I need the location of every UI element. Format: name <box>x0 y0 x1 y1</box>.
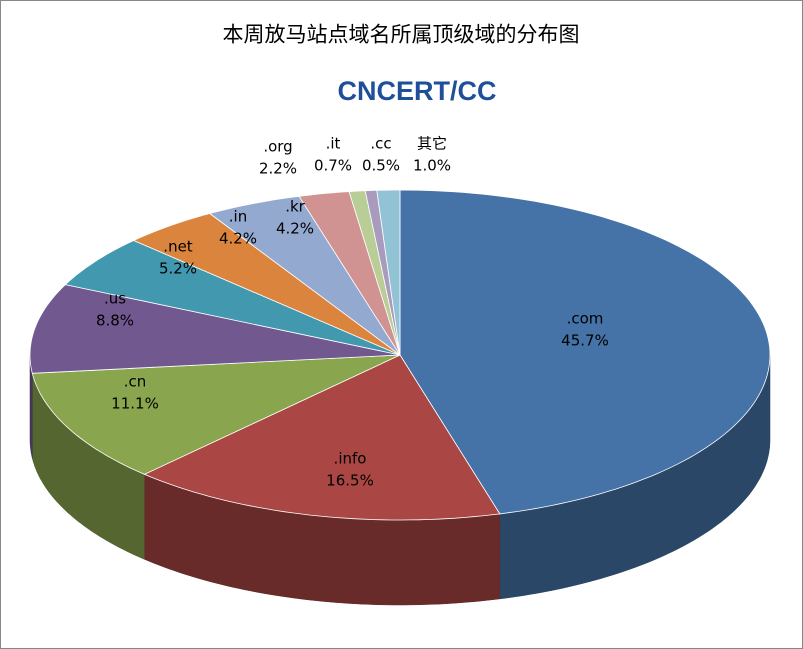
slice <box>376 189 401 356</box>
value-label: 16.5% <box>326 472 374 490</box>
slice-label: .kr <box>285 198 305 216</box>
slice-label: .cn <box>124 373 147 391</box>
slice-label: .com <box>567 310 604 328</box>
chart-title: 本周放马站点域名所属顶级域的分布图 <box>223 23 580 47</box>
slice <box>132 213 401 356</box>
value-label: 45.7% <box>561 332 609 350</box>
value-label: 4.2% <box>219 230 257 248</box>
slice-label: .us <box>104 290 126 308</box>
slice-label: .info <box>334 450 367 468</box>
value-label: 11.1% <box>111 395 159 413</box>
slice-label: 其它 <box>417 135 447 153</box>
value-label: 1.0% <box>413 157 451 175</box>
logo: CNCERT/CC <box>338 76 497 106</box>
value-label: 0.5% <box>362 157 400 175</box>
value-label: 0.7% <box>314 157 352 175</box>
slice <box>29 284 401 374</box>
slice <box>208 195 401 356</box>
slice <box>399 189 771 515</box>
slice <box>298 191 401 356</box>
value-label: 4.2% <box>276 220 314 238</box>
slice-label: .it <box>326 135 341 153</box>
slice <box>31 354 401 475</box>
slice-label: .in <box>229 208 247 226</box>
slice-label: .net <box>163 238 193 256</box>
slice-label: .cc <box>370 135 391 153</box>
slice <box>64 240 401 356</box>
slice-label: .org <box>263 138 292 156</box>
value-label: 8.8% <box>96 312 134 330</box>
slice <box>143 354 501 521</box>
value-label: 5.2% <box>159 260 197 278</box>
value-label: 2.2% <box>259 160 297 178</box>
